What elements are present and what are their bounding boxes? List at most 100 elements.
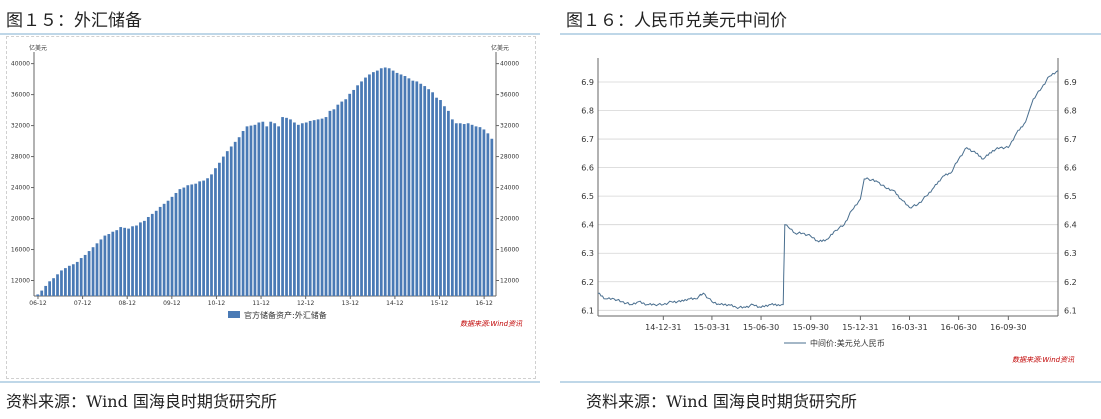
bar [52, 278, 55, 296]
bar [450, 119, 454, 296]
bar [269, 121, 273, 296]
x-tick-label: 13-12 [342, 300, 360, 307]
bar [99, 239, 103, 296]
bar [470, 124, 474, 296]
bar [154, 210, 158, 296]
left-title-rule [0, 33, 540, 35]
bar [166, 200, 170, 296]
right-chart-grid [598, 81, 1058, 311]
bar [162, 203, 166, 296]
right-chart-axes: 6.1 6.1 6.2 6.2 6.3 6.3 6.4 6.4 6.5 6.5 6.6 6.6 6.7 6… [581, 58, 1077, 332]
bar [474, 126, 478, 296]
bar [131, 226, 134, 296]
bar [395, 72, 399, 296]
y2-tick-label: 12000 [500, 278, 519, 285]
y-tick-label: 32000 [11, 123, 30, 130]
y2-tick-label: 6.4 [1064, 221, 1077, 230]
bar [56, 274, 59, 296]
y-tick-label: 6.7 [581, 135, 594, 144]
bar [261, 121, 265, 296]
y-tick-label: 36000 [11, 92, 30, 99]
bar [245, 126, 249, 296]
bar [87, 251, 91, 296]
bar [36, 294, 40, 296]
y-tick-label: 6.3 [581, 249, 594, 258]
bar [103, 235, 107, 296]
bar [79, 258, 83, 296]
y2-tick-label: 32000 [500, 123, 519, 130]
x-tick-label: 15-09-30 [793, 323, 829, 332]
bar [202, 180, 205, 296]
bar [257, 122, 261, 296]
bar [67, 265, 71, 296]
bar [253, 124, 257, 296]
bar [48, 281, 51, 296]
bar [490, 138, 494, 296]
y2-tick-label: 6.3 [1064, 249, 1077, 258]
bar [190, 184, 194, 296]
bar [340, 101, 344, 296]
y-tick-label: 20000 [11, 216, 30, 223]
bar [462, 124, 466, 297]
bar [375, 70, 379, 296]
bar [336, 104, 340, 296]
x-tick-label: 10-12 [208, 300, 226, 307]
bar [427, 89, 431, 296]
bar [285, 117, 288, 296]
bar [344, 99, 348, 296]
bar [289, 119, 292, 296]
x-tick-label: 11-12 [252, 300, 270, 307]
bar [419, 83, 423, 296]
y2-tick-label: 24000 [500, 185, 519, 192]
bar [387, 68, 391, 296]
bar [186, 185, 190, 296]
left-watermark: 数据来源:Wind资讯 [460, 320, 523, 328]
bar [75, 261, 79, 296]
bar [143, 220, 146, 296]
bar [403, 76, 407, 296]
bar [170, 196, 174, 296]
bar [210, 174, 213, 296]
bar [64, 268, 67, 296]
right-title-rule [560, 33, 1101, 35]
left-chart-legend: 官方储备资产:外汇储备 [228, 310, 327, 320]
bar [237, 137, 241, 296]
x-tick-label: 16-06-30 [941, 323, 977, 332]
bar [107, 234, 111, 296]
bar [458, 123, 462, 296]
y-tick-label: 16000 [11, 247, 30, 254]
y-tick-label: 6.9 [581, 78, 594, 87]
x-tick-label: 12-12 [297, 300, 315, 307]
left-chart-frame [6, 36, 536, 379]
bar [399, 74, 403, 296]
bar [198, 181, 202, 296]
bar [182, 187, 186, 296]
bar [119, 227, 123, 296]
left-source-note: 资料来源：Wind 国海良时期货研究所 [6, 392, 277, 411]
bar [123, 227, 127, 296]
bar [229, 146, 233, 296]
y2-tick-label: 16000 [500, 247, 519, 254]
bar [158, 206, 162, 296]
right-source-note: 资料来源：Wind 国海良时期货研究所 [586, 392, 857, 411]
left-chart-axes: 亿美元 亿美元 12000 12000 16000 16000 20000 20000 2400… [11, 44, 519, 307]
bar [372, 72, 375, 296]
bar [146, 216, 150, 296]
y2-tick-label: 6.9 [1064, 78, 1077, 87]
legend-label: 官方储备资产:外汇储备 [244, 310, 327, 320]
bar [364, 77, 367, 296]
bar [423, 86, 427, 296]
bar [91, 247, 95, 296]
y-tick-label: 40000 [11, 61, 30, 68]
y2-tick-label: 20000 [500, 216, 519, 223]
left-chart-title: 图１５：外汇储备 [6, 11, 142, 31]
bar [415, 81, 419, 296]
x-tick-label: 15-12 [431, 300, 449, 307]
bar [83, 254, 87, 296]
right-chart-legend: 中间价:美元兑人民币 [784, 338, 885, 348]
y2-tick-label: 6.2 [1064, 278, 1077, 287]
right-line-chart: 6.1 6.1 6.2 6.2 6.3 6.3 6.4 6.4 6.5 6.5 6.6 6.6 6.7 6… [581, 58, 1077, 364]
bar [95, 243, 99, 296]
y-tick-label: 6.2 [581, 278, 594, 287]
bar [135, 225, 138, 296]
